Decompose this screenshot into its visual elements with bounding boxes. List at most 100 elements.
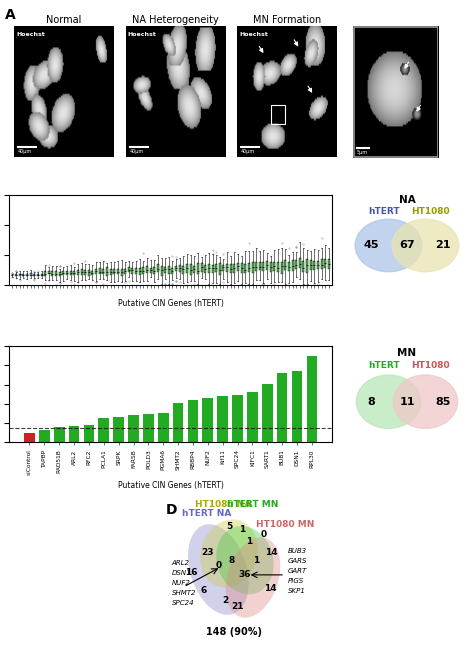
PathPatch shape [131,268,134,274]
PathPatch shape [237,263,239,271]
PathPatch shape [135,268,137,274]
Text: Hoechst: Hoechst [16,32,45,37]
PathPatch shape [215,264,217,272]
Bar [271,105,285,123]
PathPatch shape [18,274,21,276]
PathPatch shape [48,271,50,275]
PathPatch shape [259,262,261,270]
PathPatch shape [120,269,123,276]
Text: 8: 8 [228,556,235,565]
Bar [158,413,169,442]
Bar [69,426,80,442]
PathPatch shape [186,264,188,273]
Text: hTERT: hTERT [368,207,400,216]
PathPatch shape [179,265,181,271]
Text: HT1080 NA: HT1080 NA [195,500,252,509]
Bar [247,392,258,442]
PathPatch shape [51,271,54,276]
Ellipse shape [226,537,280,618]
Text: 21: 21 [231,603,243,611]
X-axis label: Putative CIN Genes (hTERT): Putative CIN Genes (hTERT) [118,481,224,490]
PathPatch shape [146,266,148,273]
Text: 14: 14 [265,548,278,557]
PathPatch shape [99,268,100,275]
PathPatch shape [117,269,119,275]
PathPatch shape [59,272,61,276]
Text: GART: GART [288,568,307,574]
PathPatch shape [113,269,115,275]
Title: MN Formation: MN Formation [253,15,321,25]
Text: SHMT2: SHMT2 [172,590,196,596]
Text: 16: 16 [185,568,198,577]
Bar [307,356,317,442]
Text: 6: 6 [201,587,207,596]
PathPatch shape [306,260,308,273]
Circle shape [355,219,422,272]
Text: 5μm: 5μm [357,150,368,155]
Text: D: D [166,503,178,517]
PathPatch shape [266,261,268,270]
PathPatch shape [230,264,232,273]
Text: A: A [5,8,16,22]
Text: 85: 85 [435,397,450,407]
PathPatch shape [77,270,79,275]
Bar [83,424,94,442]
PathPatch shape [226,264,228,272]
PathPatch shape [142,267,145,275]
PathPatch shape [33,274,35,276]
PathPatch shape [281,262,283,273]
Bar [128,415,139,442]
Text: hTERT MN: hTERT MN [228,500,279,509]
Text: 8: 8 [367,397,375,407]
Bar [173,403,183,442]
Text: MN: MN [397,348,417,358]
Text: Hoechst: Hoechst [128,32,156,37]
Text: 23: 23 [201,548,214,557]
Text: DSN1: DSN1 [172,570,191,576]
Text: SKP1: SKP1 [288,588,306,594]
Title: NA Heterogeneity: NA Heterogeneity [132,15,219,25]
PathPatch shape [22,274,24,276]
PathPatch shape [182,266,184,274]
Text: 5: 5 [226,522,232,531]
PathPatch shape [172,268,173,274]
PathPatch shape [190,264,191,275]
PathPatch shape [248,264,250,273]
Text: NA: NA [399,195,415,205]
PathPatch shape [139,268,141,275]
PathPatch shape [29,273,32,276]
PathPatch shape [150,267,152,273]
PathPatch shape [197,264,199,275]
PathPatch shape [270,262,272,272]
PathPatch shape [55,271,57,276]
PathPatch shape [84,269,86,275]
Text: HT1080: HT1080 [410,361,449,370]
PathPatch shape [244,264,246,273]
Text: 40μm: 40μm [18,149,32,154]
Text: 14: 14 [264,584,277,593]
PathPatch shape [241,264,243,273]
Text: 1: 1 [239,525,246,534]
Bar [188,400,198,442]
Text: 45: 45 [364,240,379,251]
Text: 67: 67 [399,240,415,251]
PathPatch shape [102,269,104,274]
PathPatch shape [208,264,210,273]
Text: 0: 0 [215,561,221,570]
Bar [262,384,273,442]
PathPatch shape [26,274,28,276]
PathPatch shape [233,264,236,273]
PathPatch shape [15,274,17,276]
Bar [54,427,64,442]
PathPatch shape [44,271,46,276]
PathPatch shape [157,264,159,272]
Text: 148 (90%): 148 (90%) [206,627,262,638]
Text: hTERT: hTERT [368,361,400,370]
PathPatch shape [219,263,221,275]
PathPatch shape [175,266,177,271]
Circle shape [393,375,457,428]
PathPatch shape [73,271,75,275]
PathPatch shape [295,260,297,269]
Bar [232,395,243,442]
PathPatch shape [277,262,279,272]
